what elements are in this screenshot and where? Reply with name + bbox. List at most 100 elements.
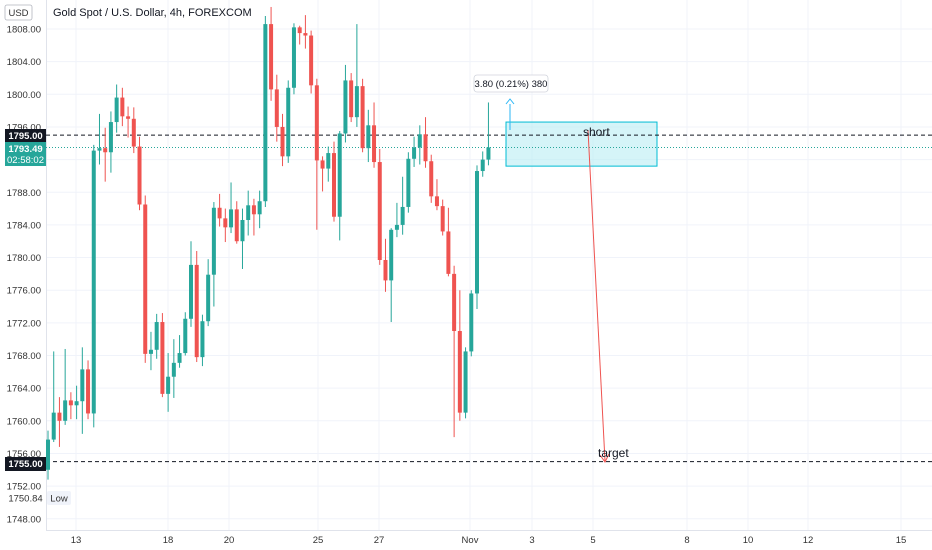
candle-body	[200, 321, 205, 358]
measure-arrow-icon	[505, 98, 515, 105]
y-tick-label: 1804.00	[7, 57, 41, 68]
candle	[51, 351, 56, 443]
candle	[223, 208, 228, 243]
candle	[389, 228, 394, 323]
price-measure: 3.80 (0.21%) 380	[473, 74, 549, 130]
currency-label: USD	[8, 8, 28, 19]
candle-body	[257, 201, 262, 215]
measure-box	[473, 74, 549, 93]
candle	[440, 199, 445, 236]
candle-body	[126, 116, 131, 119]
x-tick-label: 20	[224, 535, 235, 546]
candle-body	[137, 146, 142, 205]
x-tick-label: 8	[684, 535, 689, 546]
candle	[360, 78, 365, 153]
y-tick-label: 1772.00	[7, 318, 41, 329]
candle	[429, 154, 434, 203]
short-zone[interactable]	[505, 121, 658, 167]
candle-body	[389, 229, 394, 281]
candle	[194, 251, 199, 363]
x-tick-label: 10	[743, 535, 754, 546]
x-tick-label: 3	[529, 535, 534, 546]
candle-body	[280, 126, 285, 157]
candle	[377, 148, 382, 265]
currency-badge[interactable]	[4, 4, 33, 21]
target-price-label: 1755.00	[8, 459, 42, 470]
candle	[234, 201, 239, 244]
candle	[154, 313, 159, 359]
candle-body	[366, 125, 371, 149]
candle-body	[51, 412, 56, 440]
candle	[274, 74, 279, 142]
candle-body	[194, 264, 199, 358]
candle-body	[343, 80, 348, 134]
projection-line[interactable]	[587, 129, 606, 462]
annotations: short target	[583, 125, 629, 460]
candle-body	[434, 196, 439, 207]
candle-body	[240, 220, 245, 242]
candle	[434, 179, 439, 211]
level-lines[interactable]	[46, 134, 932, 463]
candle-body	[274, 89, 279, 127]
short-label: short	[583, 125, 610, 139]
candle	[126, 106, 131, 138]
candle-body	[246, 205, 251, 221]
candle	[291, 23, 296, 95]
candle	[206, 259, 211, 327]
candle	[103, 127, 108, 182]
axis-price-labels: 1795.00 1793.49 02:58:02 1755.00 1750.84…	[5, 129, 71, 505]
candle	[406, 152, 411, 213]
candle	[383, 238, 388, 292]
projection-arrow[interactable]	[587, 129, 610, 463]
y-tick-label: 1776.00	[7, 286, 41, 297]
candle-body	[383, 259, 388, 281]
candle	[320, 156, 325, 192]
y-tick-label: 1808.00	[7, 25, 41, 36]
candle	[475, 165, 479, 309]
candlestick-series[interactable]	[46, 6, 491, 480]
candle-body	[372, 125, 377, 163]
candle	[343, 64, 348, 143]
candle-body	[211, 207, 216, 275]
candle-body	[46, 439, 50, 470]
candle	[68, 392, 73, 420]
time-axis[interactable]: 13 18 20 25 27 Nov 3 5 8 10 12 15	[46, 530, 932, 547]
y-tick-label: 1752.00	[7, 482, 41, 493]
candle-body	[269, 24, 274, 90]
candle	[63, 348, 68, 425]
price-axis[interactable]: 1808.001804.001800.001796.001792.001788.…	[7, 0, 47, 530]
y-tick-label: 1764.00	[7, 384, 41, 395]
candle-body	[97, 148, 102, 151]
candle	[457, 290, 462, 421]
y-tick-label: 1788.00	[7, 188, 41, 199]
candle	[366, 109, 371, 163]
candle-body	[446, 231, 451, 274]
candle-body	[171, 362, 176, 377]
x-tick-label: 25	[313, 535, 324, 546]
candle-body	[57, 412, 62, 421]
candle-body	[234, 209, 239, 242]
candle-body	[189, 264, 193, 319]
candle	[463, 347, 468, 419]
candle-body	[440, 206, 445, 232]
candle-body	[223, 218, 228, 228]
short-zone-rectangle[interactable]	[505, 121, 658, 167]
candle	[349, 73, 354, 123]
candle-body	[309, 35, 314, 86]
candle	[257, 190, 262, 229]
y-tick-label: 1784.00	[7, 220, 41, 231]
x-tick-label: 18	[163, 535, 174, 546]
short-price-label: 1795.00	[8, 131, 42, 142]
y-tick-label: 1760.00	[7, 416, 41, 427]
x-tick-label: Nov	[462, 535, 479, 546]
candle-body	[251, 205, 256, 215]
candle-body	[206, 274, 211, 322]
candle	[246, 190, 251, 236]
candle-body	[120, 97, 125, 117]
candle-body	[332, 153, 336, 217]
candle-body	[297, 27, 302, 34]
candle	[80, 347, 85, 434]
y-tick-label: 1780.00	[7, 253, 41, 264]
candle	[400, 176, 405, 235]
